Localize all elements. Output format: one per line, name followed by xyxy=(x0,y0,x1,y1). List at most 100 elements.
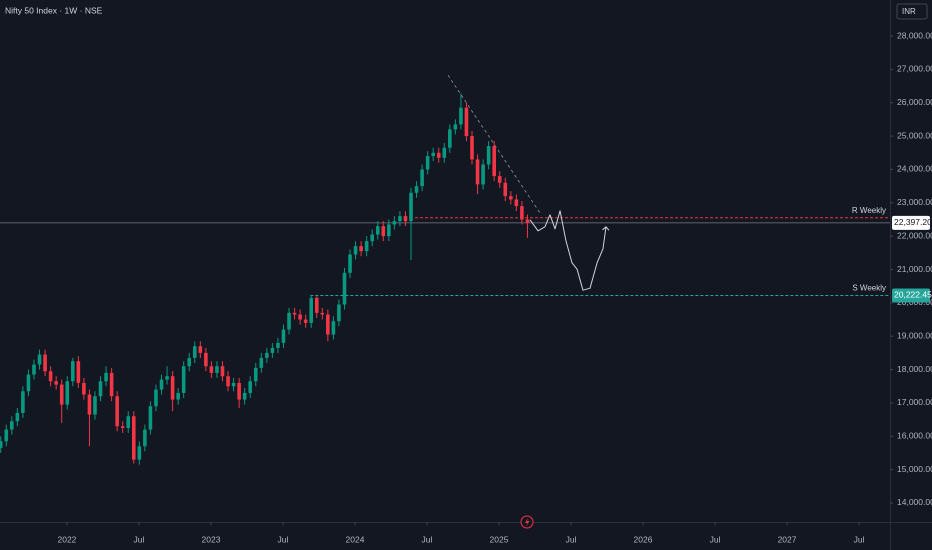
alert-bolt[interactable] xyxy=(525,518,530,527)
candle-body xyxy=(398,216,402,222)
candle-body xyxy=(148,406,153,430)
candle-body xyxy=(514,199,519,207)
candle-body xyxy=(26,374,31,392)
y-tick-label: 25,000.00 xyxy=(897,130,932,140)
candle-body xyxy=(143,429,147,447)
candle-body xyxy=(159,379,164,390)
plot-area xyxy=(0,74,890,465)
candle-body xyxy=(70,361,75,382)
candle-body xyxy=(165,376,169,380)
candle-body xyxy=(420,169,424,187)
candle-body xyxy=(93,396,97,415)
candle-body xyxy=(309,297,314,323)
candle-body xyxy=(4,429,9,442)
x-tick-label: 2023 xyxy=(202,534,221,544)
candle-body xyxy=(492,146,496,177)
projection-path xyxy=(529,210,607,291)
candle-body xyxy=(104,372,108,382)
candle-body xyxy=(204,352,208,367)
level-price-tag xyxy=(892,288,930,303)
candle-body xyxy=(470,136,474,160)
candle-body xyxy=(486,146,491,165)
y-tick-label: 17,000.00 xyxy=(897,397,932,407)
candle-body xyxy=(331,321,336,335)
x-tick-label: 2026 xyxy=(634,534,653,544)
x-tick-label: Jul xyxy=(566,534,577,544)
candle-body xyxy=(154,389,158,407)
candle-body xyxy=(431,152,435,157)
candle-body xyxy=(253,367,258,382)
candle-body xyxy=(220,366,225,377)
candle-body xyxy=(87,394,92,415)
candle-body xyxy=(226,376,230,387)
candle-body xyxy=(320,312,325,315)
candle-body xyxy=(259,357,264,368)
candle-body xyxy=(32,364,36,375)
x-tick-label: Jul xyxy=(422,534,433,544)
candle-body xyxy=(509,196,513,200)
candle-body xyxy=(314,297,319,313)
candle-body xyxy=(48,371,53,382)
last-price-tag xyxy=(892,215,930,230)
candle-body xyxy=(436,152,441,158)
candle-body xyxy=(342,272,347,305)
candle-body xyxy=(326,314,330,335)
candle-body xyxy=(409,192,413,222)
candle-body xyxy=(442,147,447,158)
x-tick-label: Jul xyxy=(710,534,721,544)
candle-body xyxy=(392,221,397,225)
last-price-label: 22,397.20 xyxy=(894,217,932,227)
x-tick-label: 2025 xyxy=(490,534,509,544)
candle-body xyxy=(10,421,14,430)
candle-body xyxy=(192,346,197,358)
candle-body xyxy=(348,254,352,273)
candle-body xyxy=(364,241,369,252)
candle-body xyxy=(187,357,192,367)
candle-body xyxy=(276,342,280,348)
candle-body xyxy=(337,304,341,322)
level-name: S Weekly xyxy=(852,284,886,293)
alert-icon[interactable] xyxy=(520,515,534,529)
candle-body xyxy=(459,107,463,125)
x-tick-label: Jul xyxy=(134,534,145,544)
currency-label[interactable]: INR xyxy=(902,7,916,16)
candle-body xyxy=(525,219,530,223)
candle-body xyxy=(475,159,480,185)
candle-body xyxy=(237,382,241,400)
y-tick-label: 21,000.00 xyxy=(897,264,932,274)
x-tick-label: Jul xyxy=(278,534,289,544)
candle-body xyxy=(414,186,419,193)
candle-body xyxy=(65,381,70,405)
candle-body xyxy=(120,426,125,428)
x-tick-label: 2022 xyxy=(58,534,77,544)
y-tick-label: 14,000.00 xyxy=(897,497,932,507)
candle-body xyxy=(359,246,363,252)
y-tick-label: 19,000.00 xyxy=(897,330,932,340)
currency-box[interactable] xyxy=(896,3,928,20)
candle-body xyxy=(76,361,81,383)
candle-body xyxy=(176,392,180,400)
candle-body xyxy=(265,352,269,358)
candle-body xyxy=(0,441,3,448)
candle-body xyxy=(15,412,20,422)
x-tick-label: Jul xyxy=(854,534,865,544)
candle-body xyxy=(425,156,430,170)
candle-body xyxy=(115,396,119,427)
y-tick-label: 24,000.00 xyxy=(897,164,932,174)
candle-body xyxy=(170,376,175,400)
candle-body xyxy=(353,246,358,255)
candle-body xyxy=(287,312,291,330)
candle-body xyxy=(54,381,58,385)
candle-body xyxy=(370,234,375,242)
candle-body xyxy=(503,182,508,197)
y-tick-label: 26,000.00 xyxy=(897,97,932,107)
candle-body xyxy=(464,107,469,137)
candle-body xyxy=(298,314,302,320)
candle-body xyxy=(198,346,203,353)
y-tick-label: 22,000.00 xyxy=(897,230,932,240)
candle-body xyxy=(387,224,391,237)
candle-body xyxy=(126,416,131,428)
x-tick-label: 2024 xyxy=(346,534,365,544)
